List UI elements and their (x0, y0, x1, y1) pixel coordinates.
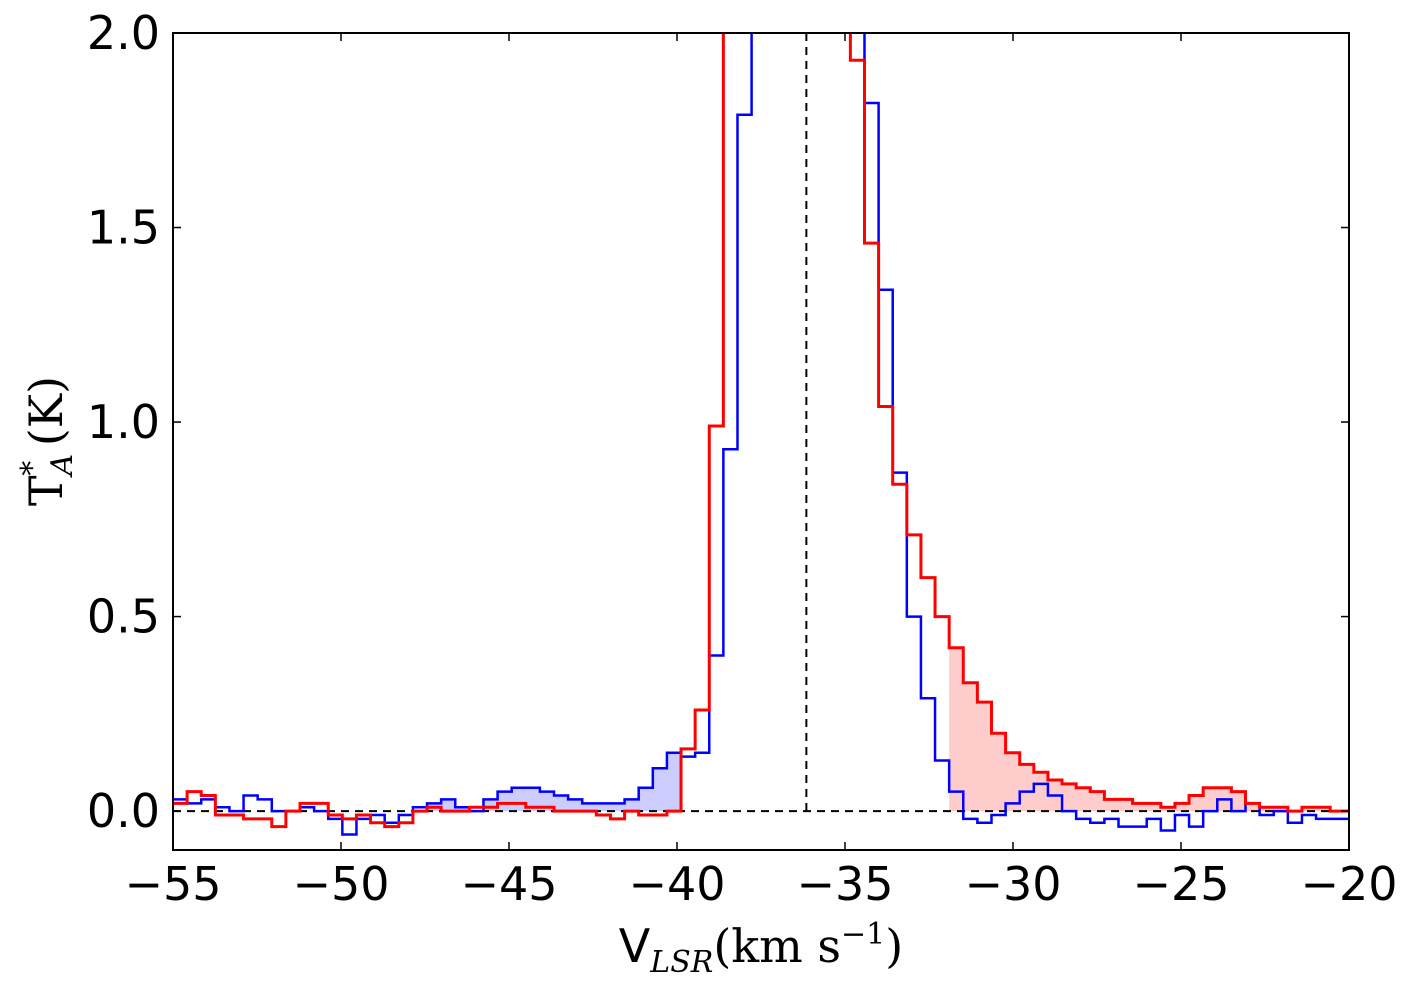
x-tick-label: −55 (124, 857, 221, 911)
y-label-main: T (19, 475, 73, 506)
x-tick-label: −50 (292, 857, 389, 911)
y-tick-label: 1.0 (87, 395, 160, 449)
x-label-close: ) (885, 919, 903, 973)
y-label-unit: (K) (19, 376, 73, 461)
x-tick-label: −20 (1300, 857, 1397, 911)
x-label-sup: −1 (841, 917, 885, 952)
x-tick-label: −40 (628, 857, 725, 911)
y-tick-label: 0.5 (87, 590, 160, 644)
spectrum-line (173, 33, 1349, 829)
y-tick-label: 2.0 (87, 6, 160, 60)
y-tick-label: 1.5 (87, 201, 160, 255)
y-label-sup: * (15, 461, 50, 476)
y-axis-label: TA* (K) (15, 376, 80, 506)
x-label-unit: (km s (713, 919, 841, 973)
x-tick-label: −45 (460, 857, 557, 911)
x-label-sub: LSR (649, 945, 713, 980)
shaded-region (427, 752, 682, 812)
x-tick-label: −30 (964, 857, 1061, 911)
y-label-sub: A (45, 454, 80, 479)
shaded-region (949, 647, 1349, 812)
x-label-main: V (619, 919, 651, 973)
x-tick-label: −25 (1132, 857, 1229, 911)
spectrum-line (173, 33, 1349, 836)
x-axis-label: VLSR(km s−1) (619, 917, 903, 980)
x-tick-label: −35 (796, 857, 893, 911)
plot-area (173, 33, 1349, 836)
y-tick-label: 0.0 (87, 784, 160, 838)
plot-frame (172, 32, 1350, 851)
